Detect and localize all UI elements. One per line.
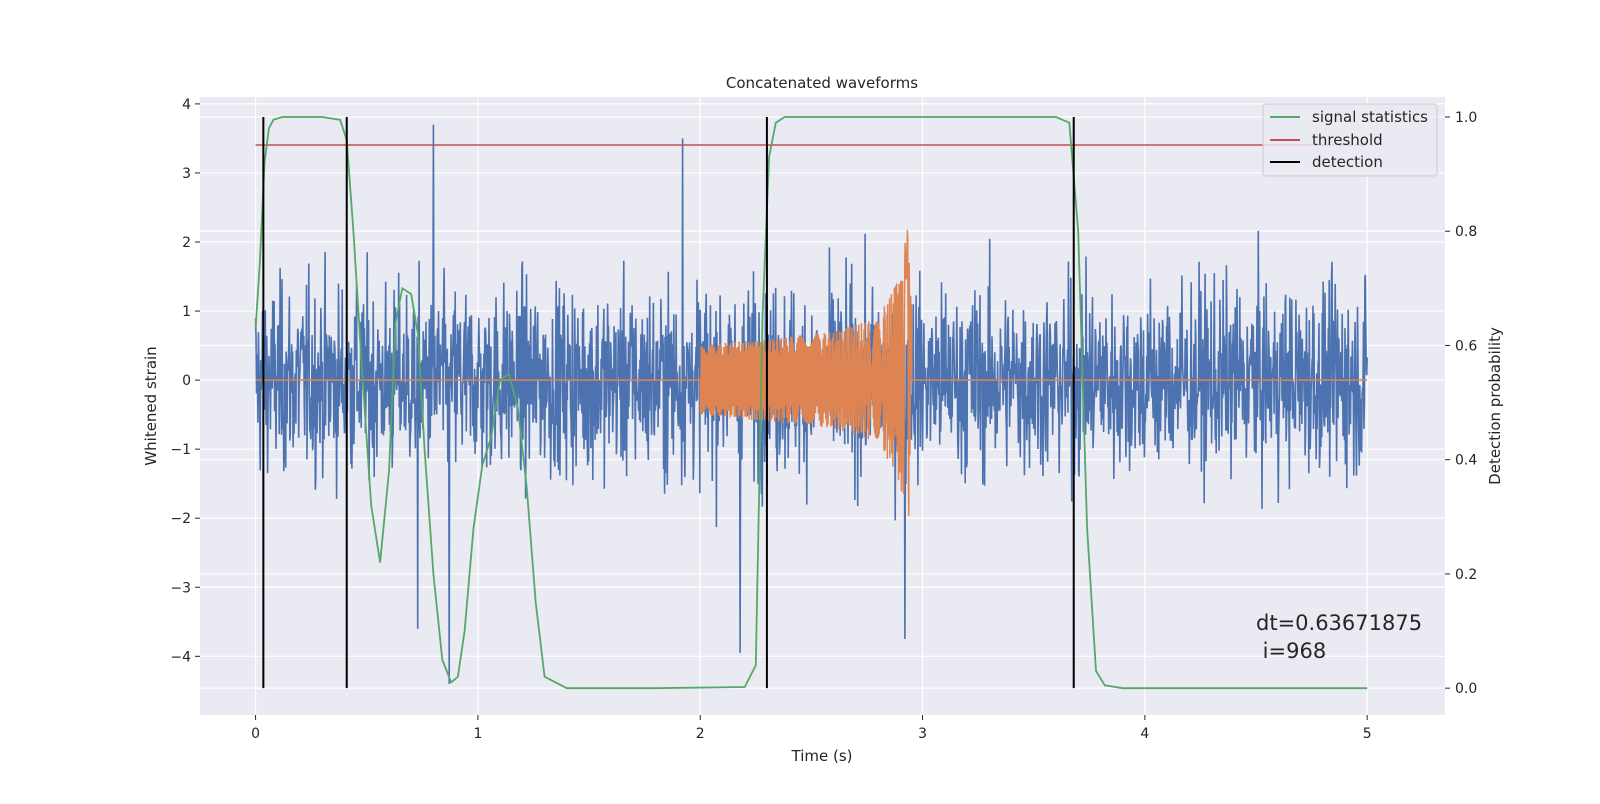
annotation-dt: dt=0.63671875 [1256, 611, 1422, 635]
y-tick-label: 4 [182, 97, 191, 113]
y2-tick-label: 0.4 [1455, 453, 1477, 469]
y-tick-label: −3 [170, 580, 191, 596]
template-series-line [255, 230, 1368, 516]
x-tick-label: 1 [473, 726, 482, 742]
y-tick-label: 0 [182, 373, 191, 389]
ticks-layer: 0 1 2 3 4 5 4 3 2 1 0 −1 −2 −3 −4 1.0 0.8 0.6 0.4 0.2 0.0 [170, 97, 1477, 742]
y2-tick-label: 1.0 [1455, 110, 1477, 126]
y2-tick-label: 0.0 [1455, 681, 1477, 697]
grid-layer [200, 97, 1445, 715]
y-tick-label: 2 [182, 235, 191, 251]
y2-tick-label: 0.2 [1455, 567, 1477, 583]
x-tick-label: 3 [918, 726, 927, 742]
y-tick-label: −1 [170, 442, 191, 458]
x-axis-label: Time (s) [791, 747, 853, 765]
chart-title: Concatenated waveforms [726, 74, 918, 92]
y-tick-label: 3 [182, 166, 191, 182]
x-tick-label: 4 [1140, 726, 1149, 742]
y-tick-label: 1 [182, 304, 191, 320]
x-tick-label: 2 [696, 726, 705, 742]
y2-axis-label: Detection probability [1486, 327, 1504, 485]
x-tick-label: 5 [1363, 726, 1372, 742]
data-layer [254, 116, 1368, 690]
legend-label-threshold: threshold [1312, 131, 1383, 149]
noise-series-line [254, 124, 1368, 684]
y2-tick-label: 0.6 [1455, 338, 1477, 354]
y-tick-label: −4 [170, 649, 191, 665]
signal-statistics-line [254, 116, 1368, 690]
y-axis-label: Whitened strain [142, 346, 160, 465]
legend: signal statistics threshold detection [1262, 103, 1438, 177]
y2-tick-label: 0.8 [1455, 224, 1477, 240]
x-tick-label: 0 [251, 726, 260, 742]
y-tick-label: −2 [170, 511, 191, 527]
annotation-i: i=968 [1256, 639, 1326, 663]
legend-box [1262, 103, 1438, 177]
legend-label-signal-statistics: signal statistics [1312, 108, 1428, 126]
legend-label-detection: detection [1312, 153, 1383, 171]
